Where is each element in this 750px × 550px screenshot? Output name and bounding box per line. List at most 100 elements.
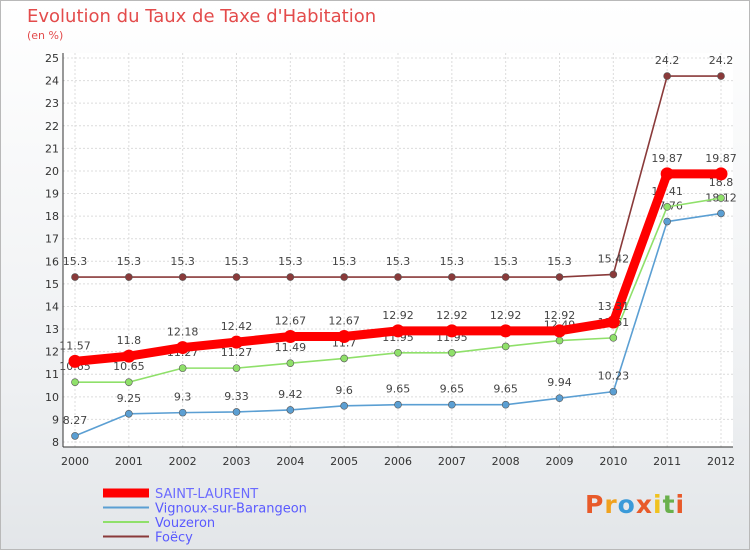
data-point [717,209,725,218]
x-tick-label: 2012 [707,455,735,468]
data-label: 13.31 [598,300,630,313]
logo-letter: t [662,490,676,519]
data-point [125,273,133,281]
data-point [178,273,187,281]
data-point [286,273,295,281]
data-point [178,364,187,372]
data-label: 9.65 [440,383,465,396]
data-label: 15.3 [440,255,465,268]
data-point [499,324,513,338]
data-point [232,364,241,372]
data-label: 12.92 [436,309,468,322]
data-point [286,406,295,414]
data-label: 8.27 [63,414,88,427]
data-point [663,217,671,226]
data-point [445,324,459,338]
data-point [606,315,620,329]
y-tick-label: 10 [45,391,59,404]
data-label: 11.8 [117,334,142,347]
y-tick-label: 17 [45,233,59,246]
data-label: 15.3 [224,255,249,268]
data-label: 15.3 [547,255,572,268]
data-point [230,335,243,349]
data-point [340,273,348,281]
data-label: 24.2 [655,54,680,67]
y-tick-label: 21 [45,142,59,155]
data-label: 9.65 [493,383,518,396]
data-point [125,409,133,418]
data-point [286,359,295,367]
data-label: 9.65 [386,383,411,396]
data-label: 12.67 [275,315,307,328]
data-point [448,400,456,409]
y-tick-label: 23 [45,97,59,110]
chart-subtitle: (en %) [27,29,64,42]
x-tick-label: 2005 [330,455,358,468]
data-point [340,402,348,410]
x-tick-label: 2007 [438,455,466,468]
data-point [394,273,402,281]
data-label: 15.3 [63,255,88,268]
data-point [717,194,725,202]
y-tick-label: 20 [45,165,59,178]
data-point [501,273,510,281]
data-point [714,167,728,181]
x-tick-label: 2003 [223,455,251,468]
data-label: 9.25 [117,392,142,405]
data-label: 15.3 [278,255,303,268]
data-point [71,432,79,440]
data-label: 10.23 [598,370,630,383]
data-point [553,324,566,338]
data-point [283,330,297,344]
y-tick-label: 11 [45,368,59,381]
data-point [176,341,190,355]
y-tick-label: 18 [45,210,59,223]
data-point [340,354,348,363]
y-tick-label: 16 [45,255,59,268]
data-point [663,203,671,211]
data-point [68,354,82,368]
data-label: 18.8 [709,176,734,189]
data-label: 12.67 [328,315,360,328]
x-tick-label: 2009 [546,455,574,468]
data-point [232,273,241,281]
logo-letter: P [585,490,605,519]
data-point [71,378,79,386]
data-label: 9.33 [224,390,249,403]
data-point [125,378,133,386]
data-point [448,273,456,281]
y-tick-label: 15 [45,278,59,291]
data-point [391,324,405,338]
data-point [717,72,725,80]
y-tick-label: 19 [45,188,59,201]
data-label: 11.57 [59,339,91,352]
x-tick-label: 2000 [61,455,89,468]
data-point [337,330,351,344]
data-label: 9.3 [174,391,192,404]
y-tick-label: 14 [45,300,59,313]
legend-label: Vignoux-sur-Barangeon [155,502,307,517]
data-point [663,72,671,80]
data-label: 9.6 [335,384,353,397]
data-label: 15.3 [332,255,357,268]
data-point [555,336,564,345]
y-tick-label: 9 [52,413,59,426]
data-label: 12.92 [490,309,522,322]
logo-letter: i [653,490,663,519]
data-label: 9.42 [278,388,303,401]
proxiti-logo: Proxiti [585,490,685,519]
logo-letter: r [604,490,618,519]
x-tick-label: 2002 [169,455,197,468]
x-tick-label: 2008 [492,455,520,468]
data-point [71,273,79,281]
x-tick-label: 2004 [276,455,304,468]
data-label: 19.87 [651,152,683,165]
data-label: 15.3 [170,255,195,268]
data-label: 12.18 [167,326,199,339]
data-label: 24.2 [709,54,734,67]
data-label: 15.42 [598,252,630,265]
data-point [609,270,618,279]
data-label: 15.3 [493,255,518,268]
